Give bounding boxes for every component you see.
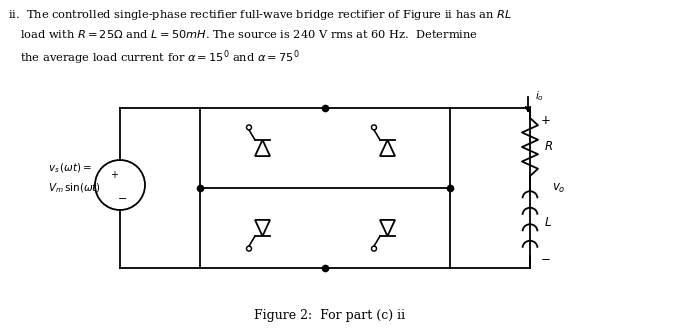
Text: ii.  The controlled single-phase rectifier full-wave bridge rectifier of Figure : ii. The controlled single-phase rectifie… [8, 8, 512, 22]
Text: Figure 2:  For part (c) ii: Figure 2: For part (c) ii [255, 310, 406, 322]
Text: load with $R = 25\Omega$ and $L = 50mH$. The source is 240 V rms at 60 Hz.  Dete: load with $R = 25\Omega$ and $L = 50mH$.… [20, 28, 478, 40]
Text: $R$: $R$ [544, 141, 553, 153]
Text: $L$: $L$ [544, 216, 552, 229]
Text: $-$: $-$ [117, 192, 127, 202]
Text: $+$: $+$ [540, 115, 551, 127]
Text: $i_o$: $i_o$ [535, 89, 544, 103]
Text: $v_o$: $v_o$ [552, 182, 565, 195]
Text: the average load current for $\alpha = 15^0$ and $\alpha = 75^0$: the average load current for $\alpha = 1… [20, 48, 300, 67]
Text: +: + [110, 170, 118, 180]
Text: $-$: $-$ [540, 251, 551, 265]
Text: $v_s\,(\omega t) =$: $v_s\,(\omega t) =$ [48, 161, 92, 175]
Text: $V_m\,\sin(\omega t)$: $V_m\,\sin(\omega t)$ [48, 181, 101, 195]
